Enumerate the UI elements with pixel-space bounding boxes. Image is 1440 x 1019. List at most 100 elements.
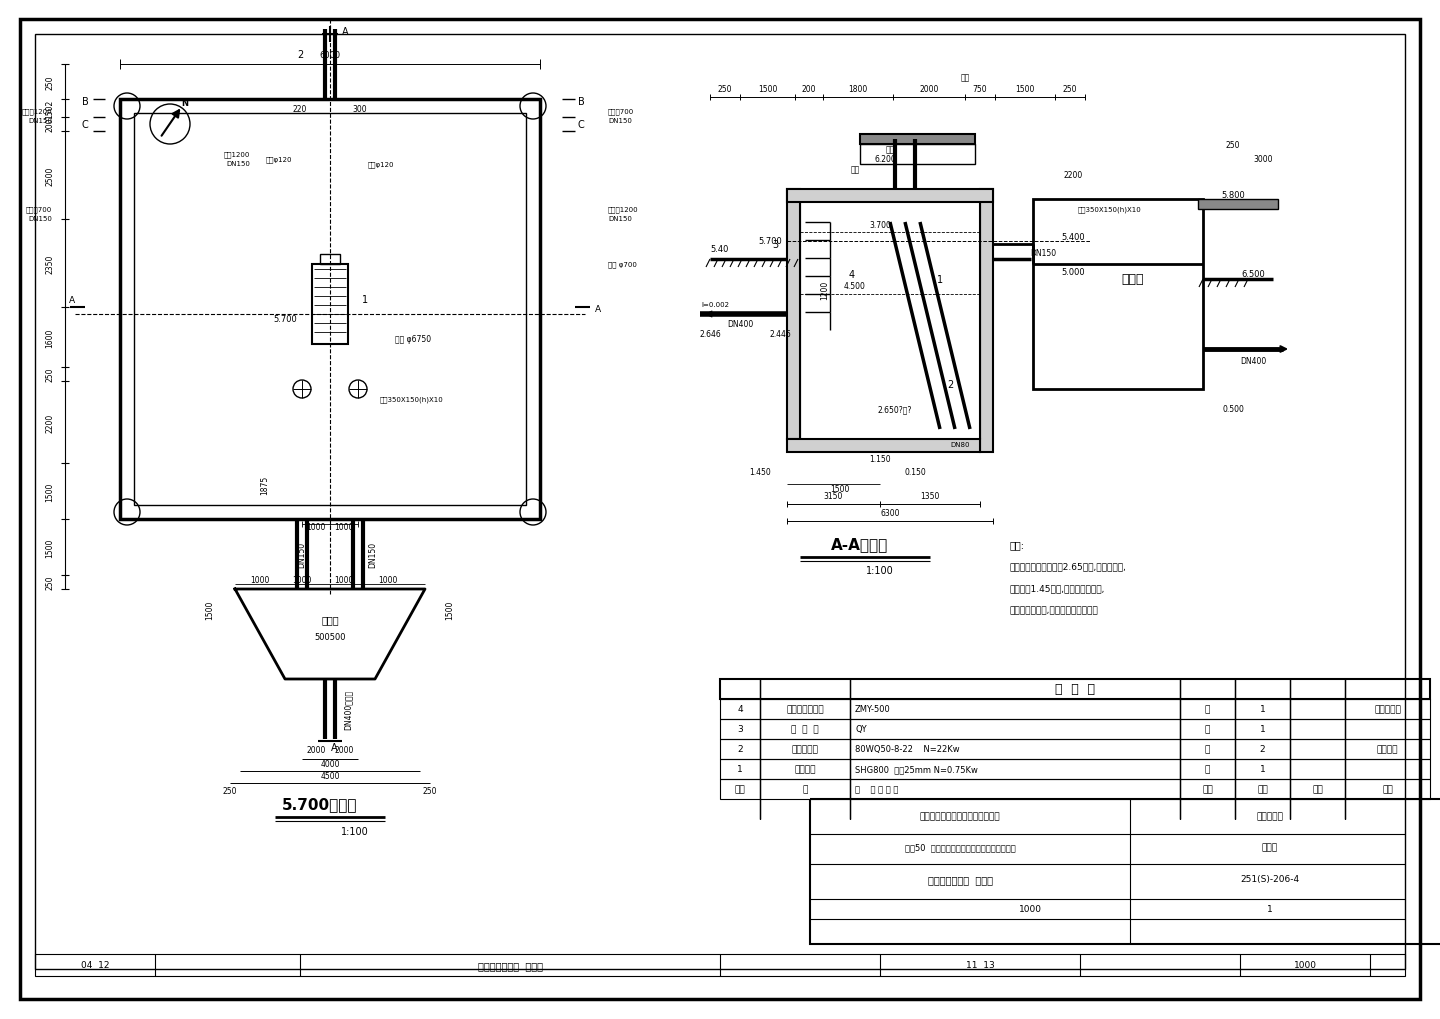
Text: 5.700平面图: 5.700平面图 xyxy=(282,797,357,812)
Text: 4000: 4000 xyxy=(320,760,340,768)
Bar xyxy=(720,759,1430,780)
Text: C: C xyxy=(577,120,585,129)
Text: 1:100: 1:100 xyxy=(341,826,369,837)
Text: 1502: 1502 xyxy=(46,99,55,118)
Text: C: C xyxy=(82,120,88,129)
Bar xyxy=(860,145,975,165)
Text: 1.150: 1.150 xyxy=(870,455,891,464)
Text: 4500: 4500 xyxy=(320,771,340,781)
Text: DN150: DN150 xyxy=(608,118,632,124)
Text: 备注: 备注 xyxy=(1382,785,1392,794)
Text: 5.800: 5.800 xyxy=(1221,191,1244,200)
Bar xyxy=(720,739,1430,759)
Text: DN150: DN150 xyxy=(1030,249,1056,257)
Text: 台: 台 xyxy=(1205,705,1210,713)
Text: 铸铁镶铜圆闸门: 铸铁镶铜圆闸门 xyxy=(786,705,824,713)
Text: 人孔1200: 人孔1200 xyxy=(223,152,251,158)
Text: 2.646: 2.646 xyxy=(700,330,721,339)
Text: DN150: DN150 xyxy=(29,216,52,222)
Text: 上海怡柔建筑门窗幕门和幕墙公司: 上海怡柔建筑门窗幕门和幕墙公司 xyxy=(920,812,1001,820)
Text: ZMY-500: ZMY-500 xyxy=(855,705,891,713)
Text: DN150: DN150 xyxy=(29,118,52,124)
Text: 1500: 1500 xyxy=(757,86,778,95)
Text: 04  12: 04 12 xyxy=(81,961,109,969)
Text: DN400出水管: DN400出水管 xyxy=(344,689,353,730)
Text: 1: 1 xyxy=(737,764,743,773)
Bar xyxy=(720,680,1430,699)
Text: 6000: 6000 xyxy=(320,51,341,60)
Text: 250: 250 xyxy=(46,75,55,90)
Text: 2200: 2200 xyxy=(1063,170,1083,179)
Text: B: B xyxy=(577,97,585,107)
Text: 污水站提升泵平  剖面图: 污水站提升泵平 剖面图 xyxy=(927,874,992,884)
Text: 3.700: 3.700 xyxy=(870,220,891,229)
Text: 闸轴φ120: 闸轴φ120 xyxy=(265,157,292,163)
Bar xyxy=(720,699,1430,719)
Bar xyxy=(788,190,801,439)
Text: 2000: 2000 xyxy=(919,86,939,95)
Text: 1800: 1800 xyxy=(848,86,868,95)
Bar xyxy=(320,255,340,265)
Text: QY: QY xyxy=(855,725,867,734)
Text: 2: 2 xyxy=(297,50,304,60)
Text: 250: 250 xyxy=(223,787,238,796)
Bar xyxy=(35,954,1405,976)
Bar xyxy=(788,439,981,452)
Text: 污水处理站: 污水处理站 xyxy=(1257,812,1283,820)
Text: 250: 250 xyxy=(717,86,733,95)
Bar xyxy=(312,265,348,344)
Bar xyxy=(720,780,1430,799)
Text: 251(S)-206-4: 251(S)-206-4 xyxy=(1240,874,1299,883)
Text: 6300: 6300 xyxy=(880,510,900,518)
Text: 曝气管1200: 曝气管1200 xyxy=(22,109,52,115)
Text: 1000: 1000 xyxy=(334,576,354,585)
Text: 6.200: 6.200 xyxy=(874,155,896,164)
Text: 1: 1 xyxy=(1260,764,1266,773)
Text: 污水站提升泵平  剖面图: 污水站提升泵平 剖面图 xyxy=(478,960,543,970)
Bar xyxy=(134,114,526,505)
Text: I=0.002: I=0.002 xyxy=(701,302,729,308)
Text: DN150: DN150 xyxy=(298,541,307,568)
Text: 当液面到1.45米时,潜污泵停止运行,: 当液面到1.45米时,潜污泵停止运行, xyxy=(1009,584,1106,593)
Text: 材质: 材质 xyxy=(1312,785,1323,794)
Text: 250: 250 xyxy=(1225,141,1240,150)
Text: A: A xyxy=(69,297,75,306)
Text: 250: 250 xyxy=(46,368,55,382)
Text: 设  备  表: 设 备 表 xyxy=(1056,683,1094,696)
Text: 1000: 1000 xyxy=(379,576,397,585)
Text: 楠子: 楠子 xyxy=(960,73,969,83)
Text: 5.000: 5.000 xyxy=(1061,268,1084,277)
Text: 500500: 500500 xyxy=(314,633,346,642)
Text: 5.400: 5.400 xyxy=(1061,232,1084,242)
Text: 集水井: 集水井 xyxy=(1122,273,1145,286)
Text: 预制350X150(h)X10: 预制350X150(h)X10 xyxy=(1079,207,1142,213)
Text: 1600: 1600 xyxy=(46,328,55,347)
Text: 2: 2 xyxy=(737,745,743,754)
Text: 1000: 1000 xyxy=(1293,961,1316,969)
Text: DN150: DN150 xyxy=(608,216,632,222)
Text: 启  闸  机: 启 闸 机 xyxy=(791,725,819,734)
Text: 220: 220 xyxy=(292,105,307,114)
Text: 200: 200 xyxy=(46,117,55,132)
Text: 当需要清污水时,用启闭阀关闭闸门。: 当需要清污水时,用启闭阀关闭闸门。 xyxy=(1009,606,1099,614)
Text: 2: 2 xyxy=(948,380,953,389)
Text: 1000: 1000 xyxy=(251,576,269,585)
Bar xyxy=(720,719,1430,739)
Text: 1000: 1000 xyxy=(307,523,325,532)
Text: 4: 4 xyxy=(850,270,855,280)
Bar xyxy=(981,190,994,452)
Text: 5.700: 5.700 xyxy=(757,237,782,247)
Text: 2350: 2350 xyxy=(46,254,55,273)
Text: 1500: 1500 xyxy=(445,600,455,620)
Text: 250: 250 xyxy=(423,787,438,796)
Text: 1500: 1500 xyxy=(46,538,55,557)
Bar xyxy=(809,799,1440,944)
Text: 1: 1 xyxy=(937,275,943,284)
Text: DN150: DN150 xyxy=(226,161,251,167)
Text: 2.446: 2.446 xyxy=(769,330,791,339)
Text: 11  13: 11 13 xyxy=(966,961,995,969)
Text: 0.500: 0.500 xyxy=(1223,406,1244,414)
Text: A-A剖面图: A-A剖面图 xyxy=(831,537,888,552)
Text: N: N xyxy=(181,99,189,107)
Text: 台: 台 xyxy=(1205,725,1210,734)
